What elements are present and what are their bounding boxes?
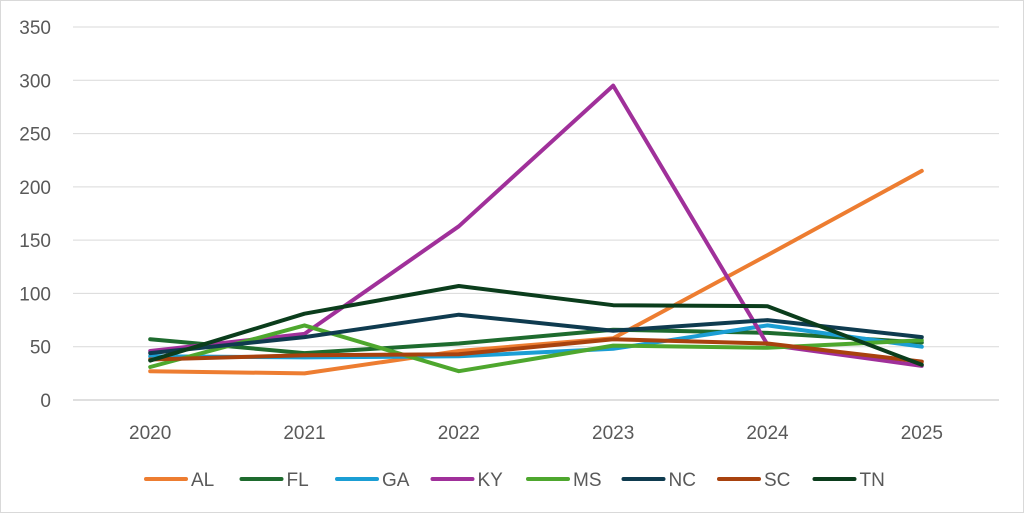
series-line-fl [148,327,924,356]
y-tick-label: 250 [19,125,51,146]
legend-item-tn[interactable]: TN [812,470,885,491]
y-tick-label: 50 [30,338,51,359]
legend-item-fl[interactable]: FL [239,470,309,491]
legend-item-sc[interactable]: SC [717,470,790,491]
x-tick-label: 2020 [129,423,171,444]
y-tick-label: 0 [40,391,51,412]
legend-label: TN [860,470,885,491]
legend-item-ga[interactable]: GA [335,470,410,491]
x-axis: 2020 2021 2022 2023 2024 2025 [129,423,943,444]
legend-label: NC [669,470,696,491]
x-tick-label: 2021 [283,423,325,444]
x-tick-label: 2022 [438,423,480,444]
series-line-tn [148,284,924,367]
y-tick-label: 150 [19,231,51,252]
y-tick-label: 350 [19,18,51,39]
legend-label: AL [191,470,214,491]
series-lines [148,83,924,376]
legend-item-ms[interactable]: MS [526,470,602,491]
x-tick-label: 2024 [746,423,789,444]
legend-item-nc[interactable]: NC [621,470,696,491]
x-tick-label: 2023 [592,423,634,444]
legend-label: MS [573,470,602,491]
legend-item-al[interactable]: AL [144,470,214,491]
legend-label: KY [478,470,504,491]
legend-label: GA [382,470,410,491]
y-tick-label: 100 [19,284,51,305]
y-tick-label: 300 [19,71,51,92]
series-line-al [148,168,924,376]
series-line-nc [148,312,924,356]
series-line-sc [148,337,924,364]
y-axis: 0 50 100 150 200 250 300 350 [19,18,51,412]
y-tick-label: 200 [19,178,51,199]
legend-label: FL [287,470,309,491]
legend-item-ky[interactable]: KY [430,470,504,491]
legend: AL FL GA KY MS NC SC TN [144,470,885,491]
x-tick-label: 2025 [901,423,943,444]
legend-label: SC [764,470,790,491]
